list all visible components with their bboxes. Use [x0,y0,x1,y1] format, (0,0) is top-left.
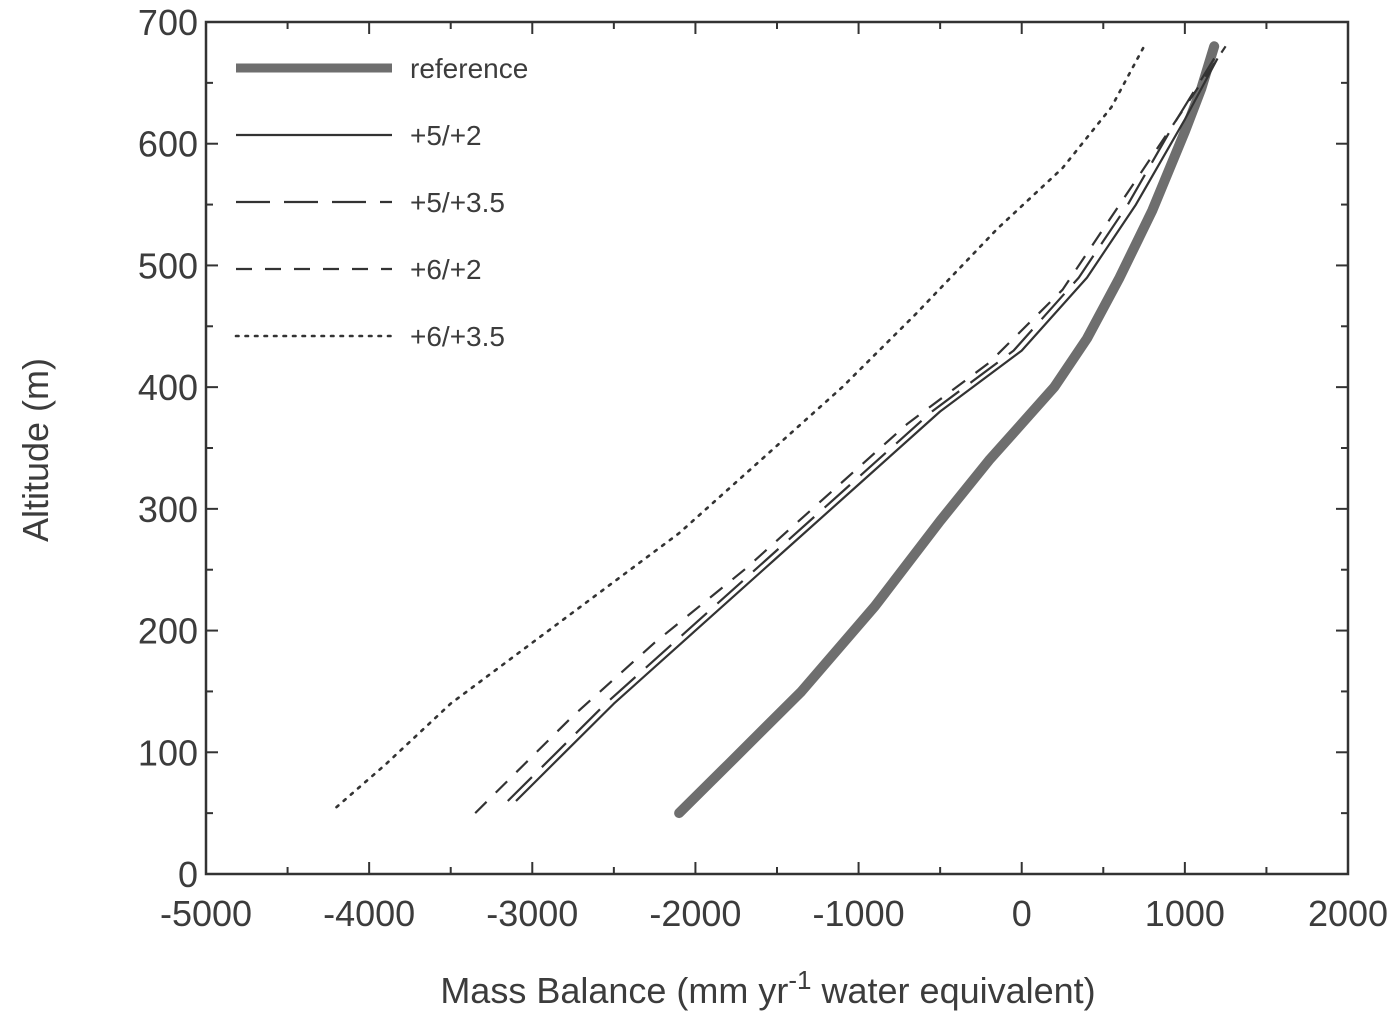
y-tick-label: 200 [138,611,198,652]
x-tick-label: 1000 [1145,893,1225,934]
series-layer [335,41,1227,819]
x-axis-label-main: Mass Balance (mm yr [440,970,788,1011]
legend-label: reference [410,53,528,84]
x-tick-label: -3000 [486,893,578,934]
x-tick-label: -4000 [323,893,415,934]
y-axis-ticks: 0 100 200 300 400 500 600 700 [138,2,1348,895]
y-tick-label: 700 [138,2,198,43]
x-axis-label-suffix: water equivalent) [812,970,1096,1011]
y-tick-label: 400 [138,367,198,408]
y-axis-label: Altitude (m) [15,358,56,542]
series-line-longdash [507,57,1216,802]
x-tick-label: 2000 [1308,893,1388,934]
legend-label: +5/+3.5 [410,187,505,218]
x-tick-label: -1000 [813,893,905,934]
series-line-dotted [335,45,1146,809]
x-tick-label: -5000 [160,893,252,934]
legend-label: +5/+2 [410,120,482,151]
y-tick-label: 500 [138,245,198,286]
y-tick-label: 100 [138,732,198,773]
legend: reference +5/+2 +5/+3.5 +6/+2 +6/+3.5 [234,53,528,352]
x-tick-label: -2000 [649,893,741,934]
y-tick-label: 0 [178,854,198,895]
x-tick-label: 0 [1012,893,1032,934]
x-axis-ticks: -5000 -4000 -3000 -2000 -1000 0 1000 2000 [160,22,1388,934]
legend-label: +6/+2 [410,254,482,285]
series-line-shortdash [474,45,1227,814]
y-tick-label: 300 [138,489,198,530]
x-axis-label: Mass Balance (mm yr-1 water equivalent) [440,965,1095,1011]
x-axis-label-superscript: -1 [788,965,811,995]
series-line-solid [515,57,1219,802]
series-line-thick [674,41,1220,819]
legend-label: +6/+3.5 [410,321,505,352]
y-tick-label: 600 [138,124,198,165]
